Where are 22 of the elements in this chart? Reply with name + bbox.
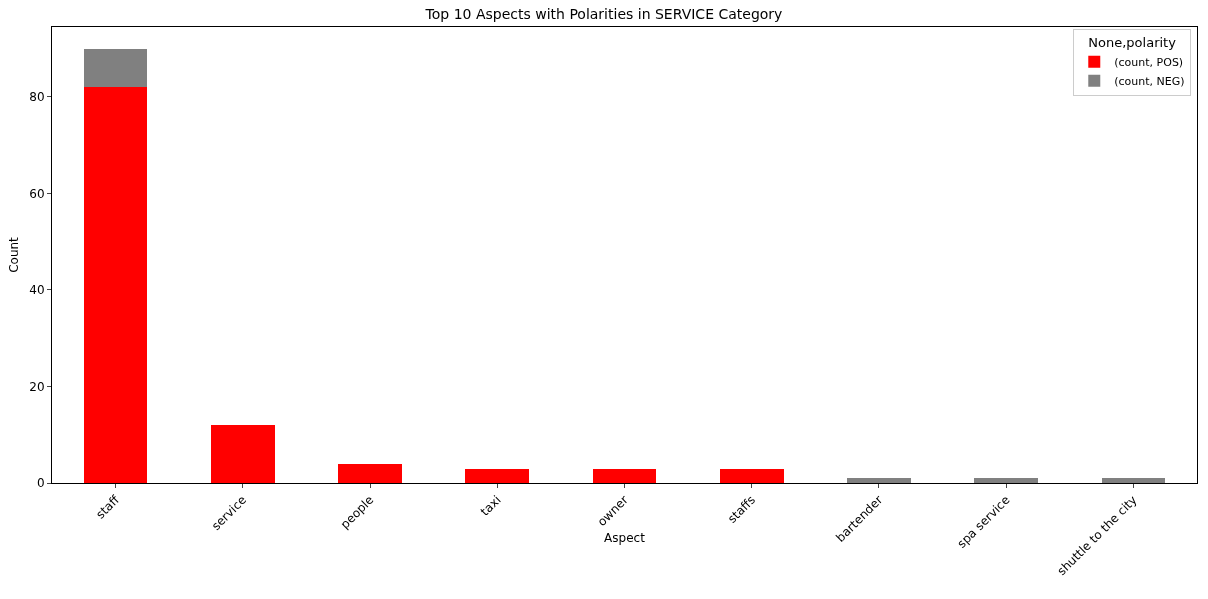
y-tick-label: 80 [29,90,45,105]
bar [83,48,148,88]
chart-title: Top 10 Aspects with Polarities in SERVICE Category [424,5,783,22]
y-axis-title: Count [7,236,21,273]
legend-title: None,polarity [1088,35,1177,51]
y-tick-label: 20 [29,379,45,394]
bar [83,87,148,483]
bar [1101,478,1166,483]
bar [465,468,530,483]
legend-label: (count, POS) [1114,55,1184,69]
bar [847,478,911,483]
bar [211,425,275,483]
bar [592,468,657,483]
x-tick-label: taxi [477,492,504,519]
legend-label: (count, NEG) [1114,74,1185,88]
bar [338,463,402,483]
y-tick-label: 60 [29,186,45,201]
bar [719,468,784,483]
y-tick-label: 40 [29,283,45,298]
x-axis-title: Aspect [604,530,646,545]
y-tick-label: 0 [36,476,45,491]
bar [974,478,1038,483]
